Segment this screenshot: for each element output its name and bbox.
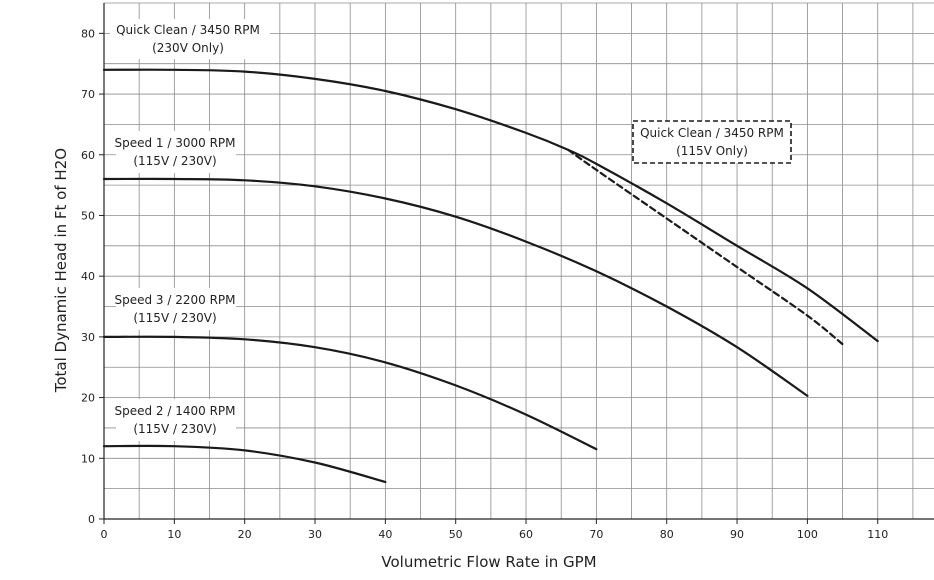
curve-label-line-2: (115V Only) bbox=[676, 144, 748, 158]
curve-speed-3 bbox=[102, 335, 598, 451]
curve-speed-1 bbox=[102, 177, 809, 397]
curve-label-background bbox=[116, 131, 236, 173]
y-tick-label: 50 bbox=[81, 209, 95, 222]
curve-quick-clean-115v bbox=[567, 148, 844, 346]
x-tick-label: 10 bbox=[167, 528, 181, 541]
x-tick-label: 20 bbox=[238, 528, 252, 541]
curve-speed-2 bbox=[102, 444, 387, 484]
curve-label-line-1: Speed 1 / 3000 RPM bbox=[114, 136, 235, 150]
x-tick-label: 70 bbox=[589, 528, 603, 541]
curve-label-background bbox=[116, 288, 236, 330]
curve-label-curve-quick-clean-230v: Quick Clean / 3450 RPM (230V Only) bbox=[110, 19, 270, 59]
grid bbox=[104, 2, 934, 519]
axes bbox=[99, 3, 934, 524]
curve-label-curve-speed-3: Speed 3 / 2200 RPM (115V / 230V) bbox=[114, 288, 236, 330]
curve-label-background bbox=[116, 399, 236, 441]
x-tick-label: 40 bbox=[378, 528, 392, 541]
curve-label-line-1: Speed 2 / 1400 RPM bbox=[114, 404, 235, 418]
curve-label-line-2: (115V / 230V) bbox=[133, 311, 216, 325]
curve-label-line-2: (115V / 230V) bbox=[133, 154, 216, 168]
y-tick-label: 80 bbox=[81, 27, 95, 40]
y-tick-label: 40 bbox=[81, 270, 95, 283]
y-tick-label: 0 bbox=[88, 513, 95, 526]
x-tick-label: 80 bbox=[660, 528, 674, 541]
x-tick-label: 110 bbox=[867, 528, 888, 541]
curve-label-line-1: Quick Clean / 3450 RPM bbox=[116, 23, 260, 37]
curve-label-line-2: (115V / 230V) bbox=[133, 422, 216, 436]
curve-quick-clean-230v bbox=[102, 68, 879, 343]
x-tick-label: 0 bbox=[101, 528, 108, 541]
curve-label-line-2: (230V Only) bbox=[152, 41, 224, 55]
y-tick-label: 30 bbox=[81, 331, 95, 344]
tick-labels: 0 10 20 30 40 50 60 70 80 90 100 110 0 10 20 30 40 50 60 70… bbox=[81, 27, 888, 541]
x-axis-label: Volumetric Flow Rate in GPM bbox=[381, 553, 596, 571]
y-tick-label: 70 bbox=[81, 88, 95, 101]
curve-label-curve-speed-1: Speed 1 / 3000 RPM (115V / 230V) bbox=[114, 131, 236, 173]
curve-label-line-1: Speed 3 / 2200 RPM bbox=[114, 293, 235, 307]
curve-labels: Quick Clean / 3450 RPM(230V Only)Quick C… bbox=[110, 19, 792, 441]
x-tick-label: 100 bbox=[797, 528, 818, 541]
x-tick-label: 60 bbox=[519, 528, 533, 541]
curve-label-box-dashed bbox=[632, 120, 792, 164]
y-tick-label: 10 bbox=[81, 452, 95, 465]
x-tick-label: 30 bbox=[308, 528, 322, 541]
y-tick-label: 20 bbox=[81, 392, 95, 405]
x-tick-label: 90 bbox=[730, 528, 744, 541]
curve-label-curve-speed-2: Speed 2 / 1400 RPM (115V / 230V) bbox=[114, 399, 236, 441]
y-tick-label: 60 bbox=[81, 149, 95, 162]
curve-label-curve-quick-clean-115v: Quick Clean / 3450 RPM (115V Only) bbox=[632, 120, 792, 164]
curves bbox=[102, 68, 879, 484]
y-axis-label: Total Dynamic Head in Ft of H2O bbox=[52, 148, 70, 393]
x-tick-label: 50 bbox=[449, 528, 463, 541]
curve-label-line-1: Quick Clean / 3450 RPM bbox=[640, 126, 784, 140]
curve-label-background bbox=[110, 19, 270, 59]
